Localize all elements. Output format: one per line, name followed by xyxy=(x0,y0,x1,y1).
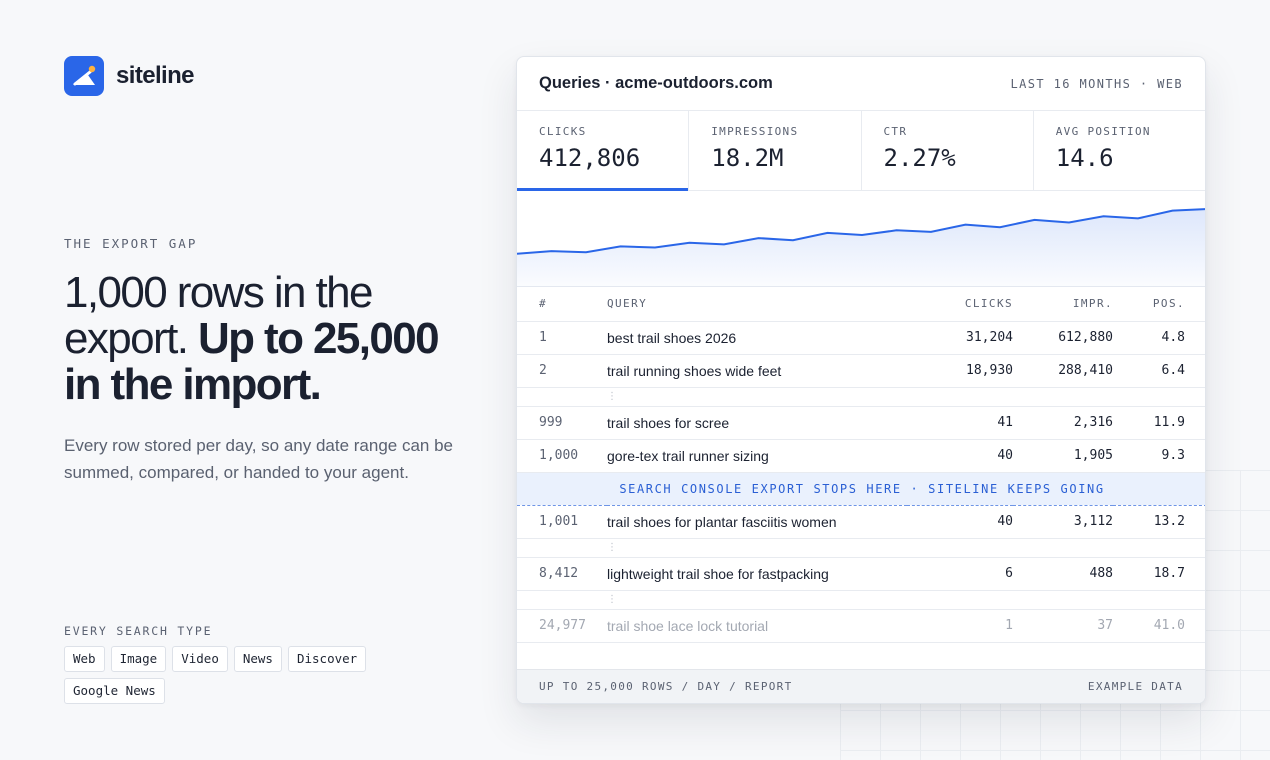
chip-news[interactable]: News xyxy=(233,646,282,672)
queries-table: # QUERY CLICKS IMPR. POS. 1 best trail s… xyxy=(517,287,1205,643)
col-query[interactable]: QUERY xyxy=(607,287,907,322)
table-row[interactable]: 2 trail running shoes wide feet 18,930 2… xyxy=(517,354,1205,388)
row-query: trail running shoes wide feet xyxy=(607,354,907,388)
metric-value: 18.2M xyxy=(711,144,784,172)
col-impr[interactable]: IMPR. xyxy=(1013,287,1113,322)
metric-value: 14.6 xyxy=(1055,144,1114,172)
row-num: 8,412 xyxy=(517,557,607,591)
card-title: Queries · acme-outdoors.com xyxy=(539,74,773,92)
row-impr: 37 xyxy=(1013,609,1113,643)
headline-bold: Up to 25,000 in the import. xyxy=(64,314,440,409)
row-clicks: 18,930 xyxy=(907,354,1013,388)
row-pos: 6.4 xyxy=(1113,354,1205,388)
chip-image[interactable]: Image xyxy=(110,646,167,672)
row-clicks: 6 xyxy=(907,557,1013,591)
trend-svg xyxy=(517,208,1205,287)
row-num: 1 xyxy=(517,321,607,355)
metric-label: AVG POSITION xyxy=(1055,125,1151,138)
footer-capacity: UP TO 25,000 ROWS / DAY / REPORT xyxy=(539,680,793,693)
col-num[interactable]: # xyxy=(517,287,607,322)
clicks-trend-chart xyxy=(517,191,1205,287)
table-row[interactable]: 1,000 gore-tex trail runner sizing 40 1,… xyxy=(517,439,1205,473)
search-type-chips: Web Image Video News Discover Google New… xyxy=(64,646,394,704)
metric-label: CLICKS xyxy=(539,125,587,138)
chip-video[interactable]: Video xyxy=(172,646,228,672)
table-row[interactable]: 24,977 trail shoe lace lock tutorial 1 3… xyxy=(517,609,1205,643)
row-num: 1,001 xyxy=(517,505,607,539)
row-query: trail shoes for plantar fasciitis women xyxy=(607,505,907,539)
row-num: 1,000 xyxy=(517,439,607,473)
gap-ellipsis-icon: ⋮ xyxy=(607,538,1205,558)
brand-name: siteline xyxy=(116,62,195,89)
siteline-logo-icon xyxy=(64,56,104,96)
gap-ellipsis-icon: ⋮ xyxy=(607,387,1205,407)
row-pos: 41.0 xyxy=(1113,609,1205,643)
metric-value: 2.27% xyxy=(883,144,956,172)
card-header: Queries · acme-outdoors.com LAST 16 MONT… xyxy=(517,57,1205,111)
col-clicks[interactable]: CLICKS xyxy=(907,287,1013,322)
date-range[interactable]: LAST 16 MONTHS · WEB xyxy=(1010,76,1183,91)
table-row[interactable]: 8,412 lightweight trail shoe for fastpac… xyxy=(517,557,1205,591)
row-gap: ⋮ xyxy=(517,590,1205,610)
table-header-row: # QUERY CLICKS IMPR. POS. xyxy=(517,287,1205,322)
row-gap: ⋮ xyxy=(517,387,1205,407)
footer-note: EXAMPLE DATA xyxy=(1087,680,1183,693)
search-types-label: EVERY SEARCH TYPE xyxy=(64,624,213,638)
metric-tabs: CLICKS 412,806 IMPRESSIONS 18.2M CTR 2.2… xyxy=(517,111,1205,191)
row-query: trail shoes for scree xyxy=(607,406,907,440)
chip-web[interactable]: Web xyxy=(64,646,105,672)
row-clicks: 31,204 xyxy=(907,321,1013,355)
row-impr: 1,905 xyxy=(1013,439,1113,473)
row-impr: 3,112 xyxy=(1013,505,1113,539)
metric-label: IMPRESSIONS xyxy=(711,125,799,138)
row-query: trail shoe lace lock tutorial xyxy=(607,609,907,643)
export-cutoff-text: SEARCH CONSOLE EXPORT STOPS HERE · SITEL… xyxy=(517,472,1205,506)
metric-value: 412,806 xyxy=(539,144,641,172)
metric-tab-impressions[interactable]: IMPRESSIONS 18.2M xyxy=(689,111,862,190)
card-footer: UP TO 25,000 ROWS / DAY / REPORT EXAMPLE… xyxy=(517,669,1205,703)
row-gap: ⋮ xyxy=(517,538,1205,558)
row-pos: 9.3 xyxy=(1113,439,1205,473)
brand-logo[interactable]: siteline xyxy=(64,56,195,96)
metric-tab-avg-position[interactable]: AVG POSITION 14.6 xyxy=(1034,111,1205,190)
row-num: 999 xyxy=(517,406,607,440)
chip-google-news[interactable]: Google News xyxy=(64,678,165,704)
table-row[interactable]: 1,001 trail shoes for plantar fasciitis … xyxy=(517,505,1205,539)
row-impr: 488 xyxy=(1013,557,1113,591)
queries-report-card: Queries · acme-outdoors.com LAST 16 MONT… xyxy=(516,56,1206,704)
headline-light: 1,000 rows in the export. xyxy=(64,268,374,363)
hero-subcopy: Every row stored per day, so any date ra… xyxy=(64,436,454,482)
row-impr: 612,880 xyxy=(1013,321,1113,355)
row-clicks: 41 xyxy=(907,406,1013,440)
row-pos: 11.9 xyxy=(1113,406,1205,440)
table-row[interactable]: 1 best trail shoes 2026 31,204 612,880 4… xyxy=(517,321,1205,355)
row-query: gore-tex trail runner sizing xyxy=(607,439,907,473)
row-num: 2 xyxy=(517,354,607,388)
hero-headline: 1,000 rows in the export. Up to 25,000 i… xyxy=(64,270,484,408)
trend-line xyxy=(517,208,1205,255)
row-clicks: 1 xyxy=(907,609,1013,643)
table-row[interactable]: 999 trail shoes for scree 41 2,316 11.9 xyxy=(517,406,1205,440)
row-num: 24,977 xyxy=(517,609,607,643)
chip-discover[interactable]: Discover xyxy=(287,646,367,672)
row-query: best trail shoes 2026 xyxy=(607,321,907,355)
row-clicks: 40 xyxy=(907,439,1013,473)
row-pos: 4.8 xyxy=(1113,321,1205,355)
trend-area xyxy=(517,209,1205,287)
row-pos: 18.7 xyxy=(1113,557,1205,591)
metric-label: CTR xyxy=(883,125,908,138)
metric-tab-ctr[interactable]: CTR 2.27% xyxy=(862,111,1034,190)
row-pos: 13.2 xyxy=(1113,505,1205,539)
col-pos[interactable]: POS. xyxy=(1113,287,1205,322)
export-cutoff-row: SEARCH CONSOLE EXPORT STOPS HERE · SITEL… xyxy=(517,472,1205,506)
gap-ellipsis-icon: ⋮ xyxy=(607,590,1205,610)
hero-eyebrow: THE EXPORT GAP xyxy=(64,236,198,251)
row-query: lightweight trail shoe for fastpacking xyxy=(607,557,907,591)
metric-tab-clicks[interactable]: CLICKS 412,806 xyxy=(517,111,690,191)
row-impr: 2,316 xyxy=(1013,406,1113,440)
row-impr: 288,410 xyxy=(1013,354,1113,388)
row-clicks: 40 xyxy=(907,505,1013,539)
